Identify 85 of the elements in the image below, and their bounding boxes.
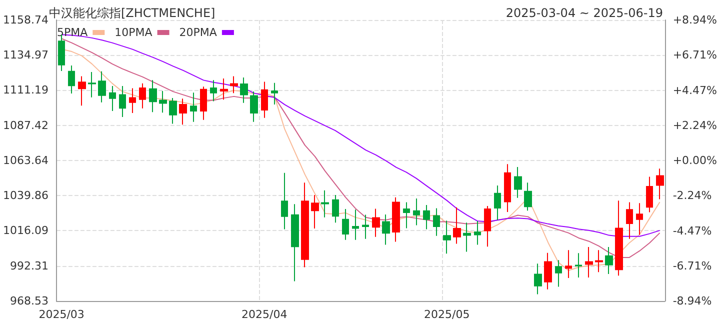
candlestick [179, 98, 187, 126]
candlestick [149, 80, 157, 113]
candlestick [230, 76, 238, 94]
candlestick [129, 88, 136, 114]
candlestick [210, 80, 217, 102]
candlestick [626, 202, 633, 240]
candlestick [524, 182, 532, 212]
y-tick-label: 1039.86 [2, 189, 48, 202]
candlestick [78, 76, 86, 106]
candlestick [139, 82, 146, 109]
candlestick [453, 206, 461, 244]
candlestick [443, 220, 451, 254]
candlestick [382, 214, 390, 246]
candlestick [332, 194, 339, 224]
candlestick [413, 198, 420, 226]
candlestick [494, 185, 501, 221]
candlestick [271, 82, 278, 106]
y2-tick-label: -2.24% [672, 189, 712, 202]
chart-subtitle: 2025-03-04 ~ 2025-06-19 [506, 6, 664, 20]
x-tick-label: 2025/03 [38, 308, 84, 320]
candlestick [352, 209, 359, 240]
candlestick [119, 85, 126, 118]
candlestick [433, 208, 440, 236]
candlestick [250, 91, 258, 122]
y-tick-label: 1111.19 [2, 84, 48, 97]
candlestick [342, 208, 349, 240]
candlestick [565, 250, 572, 278]
chart-title: 中汉能化综指[ZHCTMENCHE] [49, 6, 216, 20]
candlestick [636, 202, 643, 236]
candlestick [575, 252, 582, 278]
candlestick [220, 78, 228, 100]
y-tick-label: 1016.09 [2, 224, 48, 238]
candlestick [544, 252, 552, 290]
candlestick [504, 164, 511, 212]
candlestick [605, 246, 613, 275]
candlestick [484, 206, 491, 248]
candlestick [585, 246, 593, 278]
y2-tick-label: +4.47% [672, 84, 718, 97]
candlestick [463, 222, 471, 252]
candlestick [534, 263, 542, 295]
candlestick [423, 204, 430, 230]
candlestick [88, 72, 96, 98]
candlestick [98, 70, 106, 103]
candlestick [403, 202, 410, 229]
candlestick [555, 260, 562, 288]
candlestick [200, 86, 207, 120]
candlestick [514, 166, 522, 198]
candlestick [474, 220, 481, 246]
candlestick [311, 194, 319, 230]
candlestick [190, 92, 197, 122]
candlestick [392, 196, 400, 242]
legend-label: 5PMA [56, 26, 88, 39]
candlestick [169, 98, 177, 124]
y2-tick-label: +8.94% [672, 14, 718, 26]
y2-tick-label: -8.94% [672, 294, 712, 308]
y2-tick-label: -6.71% [672, 259, 712, 272]
y2-tick-label: -4.47% [672, 224, 712, 238]
y-tick-label: 1063.64 [2, 154, 48, 167]
y-tick-label: 1134.97 [2, 48, 48, 62]
y-tick-label: 992.31 [10, 259, 48, 272]
candlestick [261, 81, 268, 118]
y-tick-label: 1087.42 [2, 118, 48, 132]
candlestick [291, 204, 299, 282]
y-tick-label: 968.53 [10, 294, 48, 308]
candlestick [362, 214, 369, 240]
x-tick-label: 2025/05 [424, 308, 470, 320]
candlestick [656, 168, 664, 200]
candlestick [240, 77, 248, 104]
candlestick [595, 250, 603, 273]
legend-label: 20PMA [179, 26, 218, 39]
candlestick [281, 172, 288, 230]
candlestick [301, 182, 309, 268]
candlestick [321, 190, 329, 218]
y2-tick-label: +0.00% [672, 154, 718, 167]
candlestick [372, 208, 380, 238]
y-tick-label: 1158.74 [2, 14, 48, 26]
candlestick [109, 85, 116, 112]
candlestick [159, 90, 167, 114]
x-tick-label: 2025/04 [241, 308, 288, 320]
y2-tick-label: +6.71% [672, 48, 718, 62]
candlestick [615, 200, 623, 276]
candlestick [646, 176, 653, 213]
candlestick [68, 65, 75, 94]
legend-label: 10PMA [114, 26, 153, 39]
y2-tick-label: +2.24% [672, 118, 718, 132]
